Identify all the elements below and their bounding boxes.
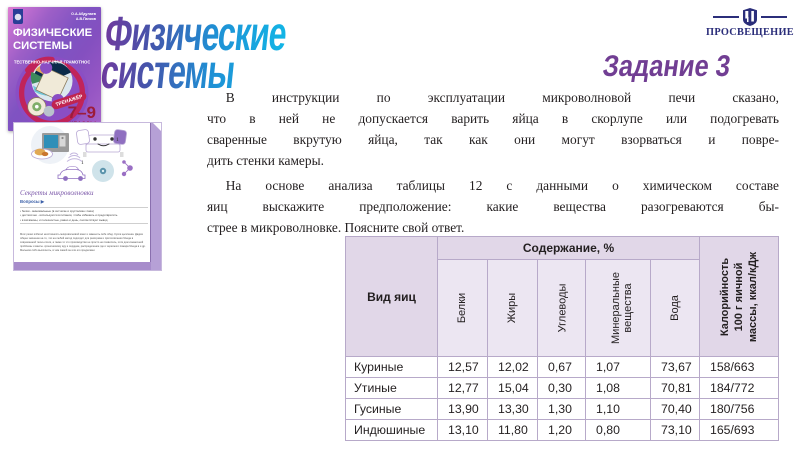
svg-text:1: 1 [116, 137, 119, 143]
svg-text:ЕСТЕСТВЕННО-НАУЧНАЯ ГРАМОТНОСТ: ЕСТЕСТВЕННО-НАУЧНАЯ ГРАМОТНОСТЬ [14, 59, 90, 64]
